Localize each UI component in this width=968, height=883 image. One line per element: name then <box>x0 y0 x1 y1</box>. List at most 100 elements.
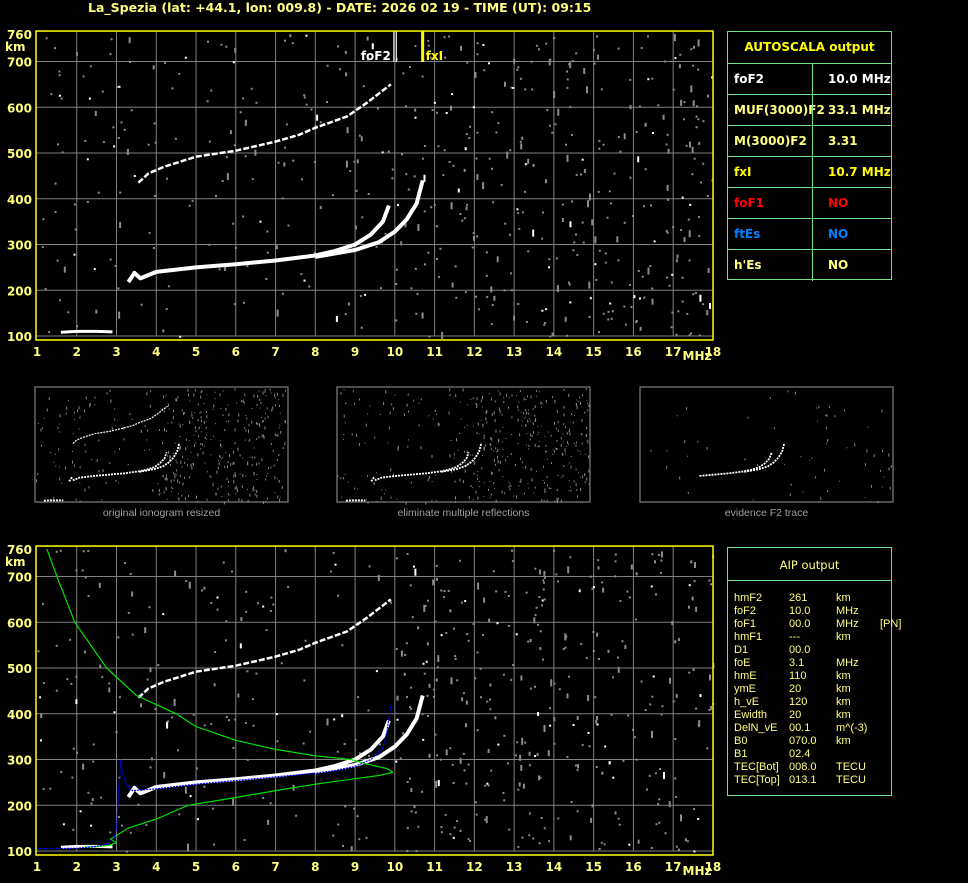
aip-cell: h_vE <box>734 696 760 708</box>
noise-speck <box>414 116 417 119</box>
noise-speck <box>536 753 539 756</box>
noise-speck <box>553 682 556 685</box>
noise-speck <box>573 241 576 244</box>
noise-speck <box>668 801 671 808</box>
noise-speck <box>313 251 316 254</box>
noise-speck <box>497 743 500 746</box>
noise-speck <box>53 496 55 499</box>
noise-speck <box>215 195 217 198</box>
noise-speck <box>465 700 468 705</box>
noise-speck <box>557 421 559 424</box>
noise-speck <box>423 210 426 213</box>
noise-speck <box>423 672 426 675</box>
autoscala-value: NO <box>828 196 849 210</box>
noise-speck <box>647 35 649 38</box>
noise-speck <box>175 473 177 475</box>
noise-speck <box>679 476 681 480</box>
noise-speck <box>427 478 429 482</box>
autoscala-row-fof2: foF2 10.0 MHz <box>728 63 891 95</box>
noise-speck <box>282 447 284 449</box>
noise-speck <box>89 65 92 68</box>
noise-speck <box>188 581 191 589</box>
noise-speck <box>490 323 493 326</box>
autoscala-key: MUF(3000)F2 <box>734 103 825 117</box>
noise-speck <box>408 777 411 780</box>
noise-speck <box>119 191 122 194</box>
noise-speck <box>601 581 604 584</box>
noise-speck <box>61 482 63 484</box>
y-tick-label: 200 <box>7 799 32 813</box>
noise-speck <box>486 421 488 424</box>
noise-speck <box>504 81 506 87</box>
noise-speck <box>635 131 638 133</box>
noise-speck <box>542 658 544 661</box>
noise-speck <box>185 497 186 501</box>
x-tick-label: 7 <box>271 860 279 874</box>
noise-speck <box>275 713 278 716</box>
noise-speck <box>270 442 272 445</box>
noise-speck <box>97 191 100 194</box>
noise-speck <box>684 440 686 444</box>
aip-cell: MHz <box>836 618 859 630</box>
noise-speck <box>409 706 412 709</box>
noise-speck <box>464 461 466 463</box>
noise-speck <box>693 45 695 49</box>
noise-speck <box>632 215 635 217</box>
noise-speck <box>674 777 677 780</box>
noise-speck <box>546 458 548 460</box>
trace-e-trace <box>60 844 113 849</box>
noise-speck <box>555 257 558 260</box>
noise-speck <box>512 664 515 666</box>
noise-speck <box>509 488 511 491</box>
noise-speck <box>359 295 362 297</box>
noise-speck <box>553 549 556 552</box>
noise-speck <box>251 456 253 459</box>
noise-speck <box>421 713 424 716</box>
x-tick-label: 14 <box>546 860 563 874</box>
noise-speck <box>546 451 548 453</box>
noise-speck <box>380 496 382 500</box>
noise-speck <box>541 403 543 405</box>
noise-speck <box>432 418 434 420</box>
noise-speck <box>337 475 339 478</box>
noise-speck <box>194 389 196 392</box>
noise-speck <box>408 439 409 441</box>
noise-speck <box>593 586 595 589</box>
noise-speck <box>677 310 680 313</box>
noise-speck <box>158 493 160 496</box>
noise-speck <box>543 725 546 732</box>
noise-speck <box>436 111 438 114</box>
noise-speck <box>600 841 603 844</box>
noise-speck <box>173 452 175 454</box>
noise-speck <box>96 459 98 463</box>
noise-speck <box>493 459 495 463</box>
noise-speck <box>58 466 60 468</box>
noise-speck <box>340 477 342 480</box>
noise-speck <box>224 265 227 271</box>
noise-speck <box>196 495 197 499</box>
noise-speck <box>557 108 560 116</box>
noise-speck <box>230 463 232 466</box>
noise-speck <box>553 37 556 39</box>
noise-speck <box>811 457 813 459</box>
noise-speck <box>575 764 577 767</box>
noise-speck <box>187 458 189 460</box>
noise-speck <box>216 494 217 495</box>
noise-speck <box>227 493 229 496</box>
noise-speck <box>539 630 542 633</box>
noise-speck <box>368 755 370 757</box>
noise-speck <box>70 682 73 685</box>
noise-speck <box>594 236 597 244</box>
noise-speck <box>510 434 512 435</box>
noise-speck <box>787 390 789 393</box>
noise-speck <box>244 393 246 396</box>
noise-speck <box>591 804 594 808</box>
noise-speck <box>530 395 532 397</box>
noise-speck <box>55 689 58 692</box>
noise-speck <box>228 481 229 483</box>
noise-speck <box>140 303 143 306</box>
noise-speck <box>511 394 513 397</box>
noise-speck <box>651 298 654 305</box>
noise-speck <box>597 559 600 562</box>
noise-speck <box>535 606 538 609</box>
